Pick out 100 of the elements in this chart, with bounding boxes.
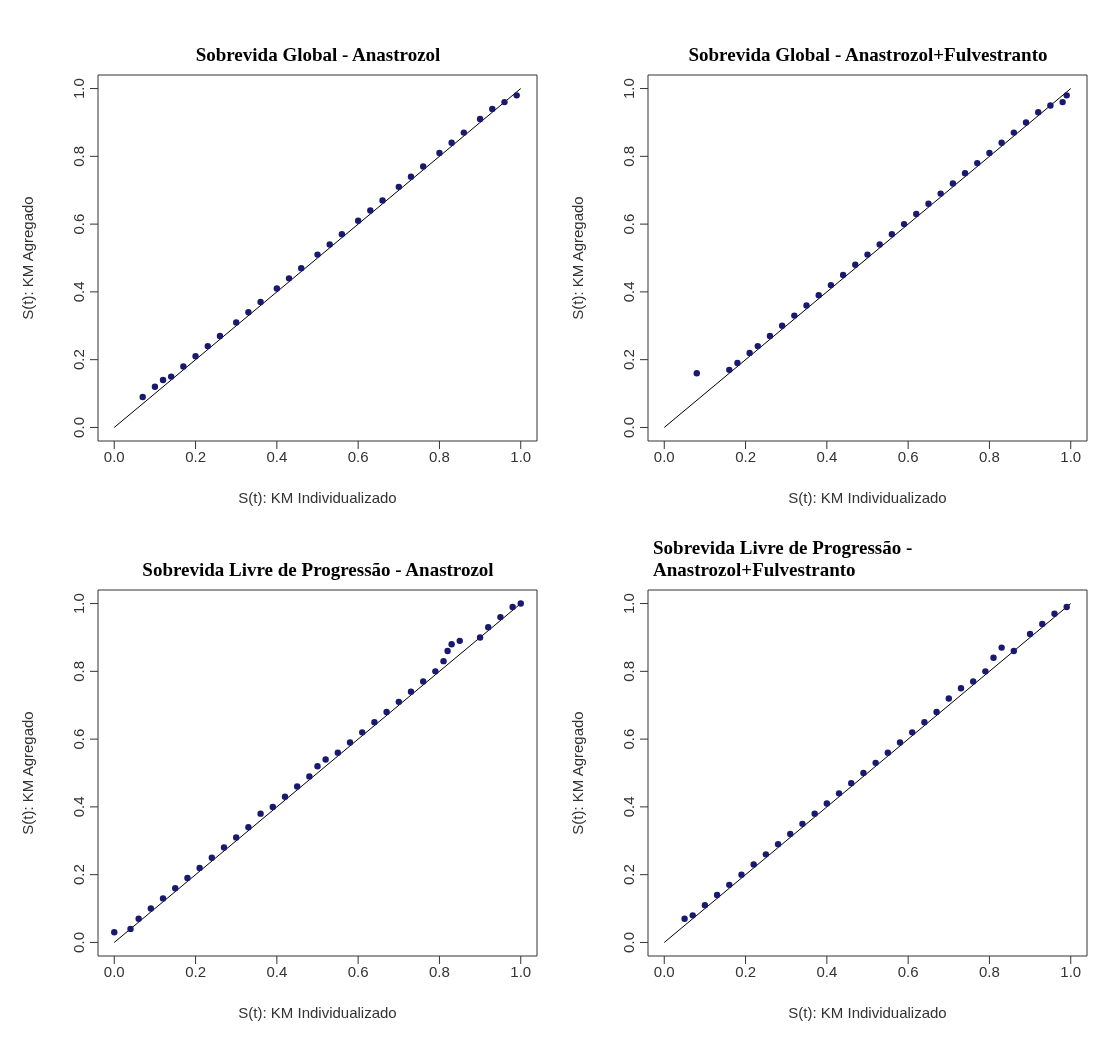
- point: [827, 281, 835, 289]
- point: [151, 383, 159, 390]
- point: [799, 820, 806, 828]
- x-tick-label: 0.0: [103, 447, 125, 465]
- y-axis-title: S(t): KM Agregado: [569, 196, 587, 320]
- point: [1022, 119, 1030, 126]
- point: [876, 241, 883, 248]
- point: [159, 376, 167, 384]
- point: [957, 685, 965, 692]
- point: [220, 844, 228, 851]
- point: [1047, 102, 1054, 109]
- y-tick-label: 0.2: [620, 864, 637, 886]
- point: [1010, 129, 1018, 136]
- x-axis-title: S(t): KM Individualizado: [238, 489, 397, 506]
- point: [269, 803, 276, 811]
- point: [159, 895, 167, 902]
- point: [778, 322, 786, 329]
- point: [354, 217, 362, 224]
- point: [407, 173, 415, 180]
- x-tick-label: 0.6: [347, 962, 369, 980]
- point: [693, 370, 700, 377]
- y-tick-label: 0.6: [70, 728, 87, 750]
- point: [383, 708, 390, 716]
- x-tick-label: 0.8: [979, 447, 1000, 465]
- y-axis-title: S(t): KM Agregado: [19, 196, 37, 320]
- point: [314, 251, 321, 258]
- y-tick-label: 0.4: [620, 796, 637, 818]
- y-tick-label: 0.6: [620, 728, 637, 750]
- point: [974, 159, 981, 167]
- point: [326, 241, 333, 248]
- point: [774, 840, 782, 848]
- point: [509, 603, 516, 611]
- point: [346, 739, 354, 746]
- x-tick-label: 0.4: [816, 962, 838, 980]
- point: [896, 739, 904, 746]
- y-tick-label: 0.8: [70, 660, 87, 682]
- point: [281, 793, 289, 800]
- point: [1051, 610, 1058, 617]
- point: [1063, 603, 1070, 611]
- point: [293, 783, 301, 790]
- point: [208, 854, 216, 861]
- point: [371, 718, 378, 726]
- point: [314, 763, 321, 770]
- point: [192, 353, 199, 360]
- x-tick-label: 0.4: [266, 962, 288, 980]
- y-tick-label: 1.0: [620, 593, 637, 614]
- point: [1039, 620, 1046, 628]
- point: [306, 773, 313, 780]
- x-tick-label: 0.2: [735, 962, 756, 980]
- point: [766, 332, 774, 340]
- point: [945, 695, 952, 702]
- point: [726, 881, 733, 889]
- point: [864, 251, 871, 258]
- point: [497, 613, 504, 621]
- point: [734, 359, 741, 367]
- x-tick-label: 0.4: [266, 447, 288, 465]
- chart-title: Sobrevida Livre de Progressão - Anastrozol+Fulvestranto: [653, 537, 914, 581]
- point: [681, 915, 688, 922]
- point: [998, 644, 1005, 651]
- point: [933, 708, 940, 716]
- point: [803, 302, 810, 309]
- point: [111, 929, 118, 936]
- point: [245, 824, 252, 831]
- point: [456, 637, 463, 645]
- x-tick-label: 0.8: [429, 962, 450, 980]
- x-tick-label: 1.0: [1060, 447, 1082, 465]
- y-tick-label: 1.0: [70, 593, 87, 614]
- point: [791, 312, 798, 319]
- point: [689, 912, 696, 919]
- point: [754, 342, 761, 350]
- point: [1059, 98, 1066, 106]
- x-tick-label: 1.0: [1060, 962, 1082, 980]
- x-tick-label: 0.4: [816, 447, 838, 465]
- point: [298, 264, 305, 272]
- point: [811, 810, 818, 817]
- y-tick-label: 1.0: [70, 78, 87, 99]
- point: [204, 342, 211, 350]
- point: [257, 810, 264, 817]
- point: [762, 851, 770, 858]
- y-tick-label: 0.0: [620, 932, 637, 953]
- x-tick-label: 0.8: [979, 962, 1000, 980]
- point: [501, 98, 508, 106]
- point: [135, 915, 142, 922]
- point: [787, 830, 794, 838]
- point: [285, 275, 293, 282]
- point: [701, 901, 709, 909]
- y-tick-label: 0.4: [70, 281, 87, 303]
- point: [513, 92, 520, 99]
- point: [172, 885, 179, 892]
- x-tick-label: 0.2: [735, 447, 756, 465]
- x-tick-label: 0.8: [429, 447, 450, 465]
- x-tick-label: 1.0: [510, 447, 532, 465]
- y-tick-label: 0.8: [620, 145, 637, 167]
- point: [750, 861, 757, 868]
- point: [485, 624, 492, 631]
- point: [127, 925, 134, 933]
- point: [969, 678, 977, 685]
- y-tick-label: 0.8: [620, 660, 637, 682]
- x-tick-label: 0.6: [897, 962, 919, 980]
- point: [998, 139, 1005, 146]
